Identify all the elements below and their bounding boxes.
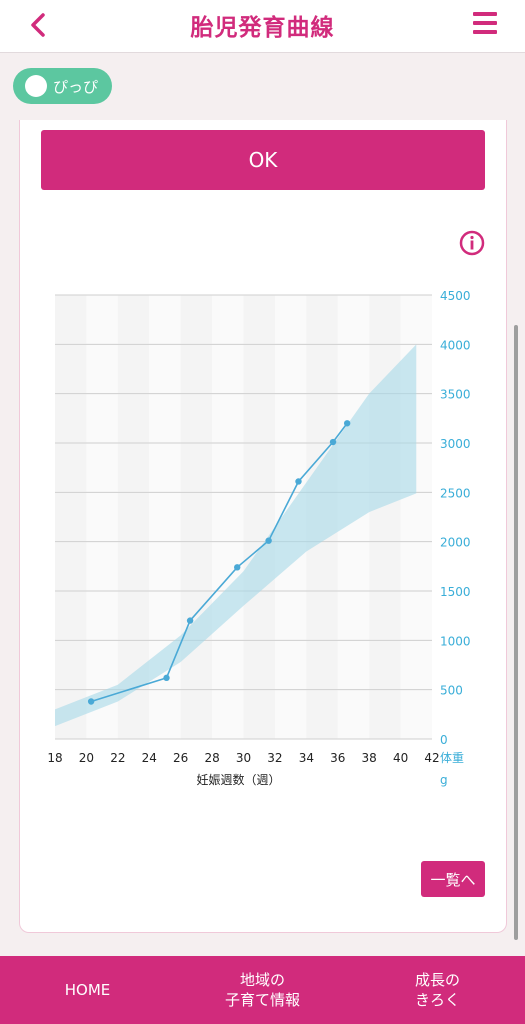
y-tick-label: 1500 bbox=[440, 585, 471, 599]
grid-column bbox=[180, 295, 213, 739]
baby-face-icon bbox=[25, 75, 47, 97]
grid-column bbox=[86, 295, 118, 739]
app-header: 胎児発育曲線 bbox=[0, 0, 525, 53]
x-tick-label: 28 bbox=[204, 751, 219, 765]
x-tick-label: 18 bbox=[47, 751, 62, 765]
chevron-left-icon[interactable] bbox=[24, 10, 54, 40]
y-tick-label: 4500 bbox=[440, 289, 471, 303]
fetal-growth-chart: 18 20 22 24 26 28 30 32 34 36 38 40 420 500 1000 1500 20… bbox=[47, 289, 471, 787]
data-point bbox=[163, 674, 170, 682]
chart-card: OK 18 20 22 24 26 28 30 32 34 36 38 40 42 0 500 1000 150… bbox=[19, 120, 507, 933]
x-tick-label: 24 bbox=[142, 751, 157, 765]
data-point bbox=[343, 420, 351, 427]
grid-column bbox=[243, 295, 275, 739]
ok-button[interactable]: OK bbox=[41, 130, 485, 190]
child-name: ぴっぴ bbox=[53, 77, 99, 96]
data-point bbox=[186, 617, 194, 624]
grid-column bbox=[212, 295, 244, 739]
y-tick-label: 4000 bbox=[440, 338, 471, 352]
series-line bbox=[90, 422, 348, 703]
x-tick-label: 36 bbox=[330, 751, 345, 765]
list-button[interactable]: 一覧へ bbox=[421, 861, 485, 897]
reference-band bbox=[55, 344, 417, 727]
bottom-nav: HOME 地域の 子育て情報 成長の きろく bbox=[0, 956, 525, 1024]
nav-growth-record[interactable]: 成長の きろく bbox=[414, 971, 460, 1009]
y-tick-label: 2500 bbox=[440, 486, 471, 500]
x-tick-label: 38 bbox=[362, 751, 377, 765]
data-point bbox=[234, 564, 241, 571]
grid-column bbox=[369, 295, 401, 739]
x-tick-label: 30 bbox=[236, 751, 251, 765]
data-point bbox=[265, 537, 272, 544]
x-tick-label: 20 bbox=[79, 751, 94, 765]
y-tick-label: 3000 bbox=[440, 437, 471, 451]
y-axis-label: 体重 bbox=[440, 751, 464, 765]
info-icon[interactable] bbox=[459, 230, 485, 256]
x-tick-label: 22 bbox=[110, 751, 125, 765]
nav-local-childcare-info[interactable]: 地域の 子育て情報 bbox=[224, 971, 300, 1009]
x-tick-label: 42 bbox=[424, 751, 439, 765]
data-point bbox=[295, 478, 302, 485]
data-point bbox=[87, 698, 95, 705]
y-axis-label: g bbox=[440, 773, 448, 787]
y-tick-label: 3500 bbox=[440, 388, 471, 402]
data-point bbox=[329, 438, 337, 446]
x-tick-label: 34 bbox=[299, 751, 314, 765]
nav-home[interactable]: HOME bbox=[64, 981, 111, 999]
scrollbar[interactable] bbox=[514, 325, 518, 940]
page-title: 胎児発育曲線 bbox=[190, 15, 335, 41]
y-tick-label: 1000 bbox=[440, 634, 471, 648]
x-tick-label: 26 bbox=[173, 751, 188, 765]
grid-column bbox=[55, 295, 87, 739]
x-tick-label: 40 bbox=[393, 751, 408, 765]
y-tick-label: 2000 bbox=[440, 536, 471, 550]
y-tick-label: 0 bbox=[440, 733, 448, 747]
hamburger-menu-icon[interactable] bbox=[473, 12, 497, 34]
child-selector-chip[interactable]: ぴっぴ bbox=[13, 68, 113, 104]
y-tick-label: 500 bbox=[440, 684, 463, 698]
x-tick-label: 32 bbox=[267, 751, 282, 765]
x-axis-label: 妊娠週数（週） bbox=[196, 772, 280, 787]
